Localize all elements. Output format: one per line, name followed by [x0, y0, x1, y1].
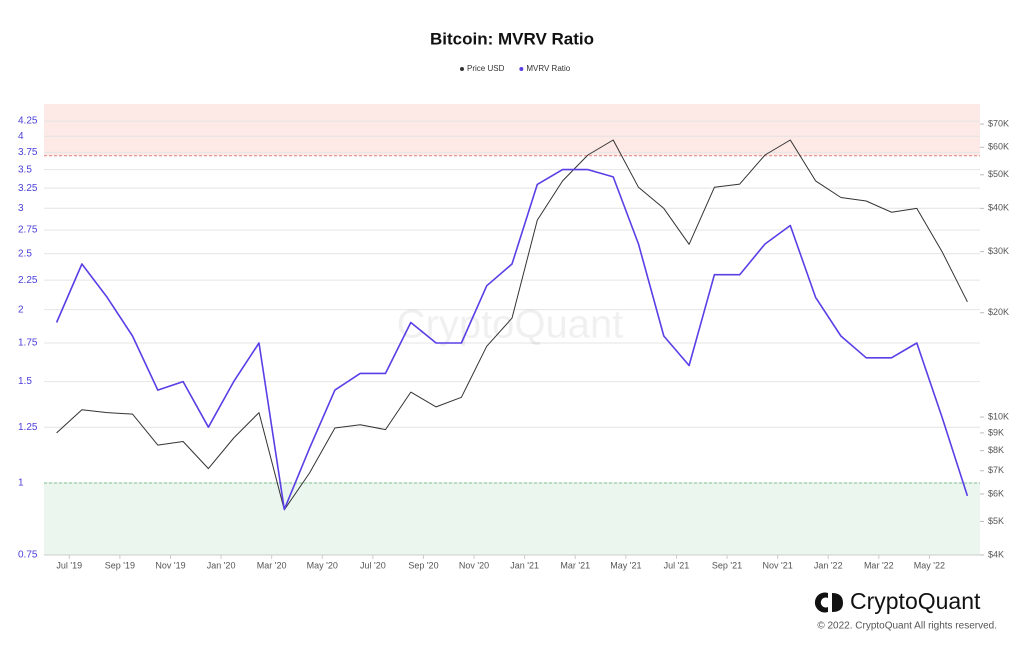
x-tick-label: Jan '21 — [510, 560, 539, 570]
legend-marker — [460, 67, 464, 71]
footer-logo: CryptoQuant — [814, 588, 981, 614]
y2-tick-label: $20K — [988, 307, 1009, 317]
y-tick-label: 1.75 — [18, 338, 38, 349]
x-tick-label: Nov '19 — [155, 560, 185, 570]
x-tick-label: Jan '20 — [207, 560, 236, 570]
legend-label: MVRV Ratio — [526, 64, 570, 73]
y-tick-label: 2.75 — [18, 225, 38, 236]
chart-title: Bitcoin: MVRV Ratio — [430, 29, 594, 48]
x-tick-label: Nov '20 — [459, 560, 489, 570]
x-tick-label: May '20 — [307, 560, 338, 570]
series-line — [55, 168, 969, 511]
y2-tick-label: $40K — [988, 203, 1009, 213]
y2-tick-label: $60K — [988, 142, 1009, 152]
y2-tick-label: $4K — [988, 549, 1004, 559]
x-tick-label: May '22 — [914, 560, 945, 570]
x-tick-label: Mar '21 — [560, 560, 590, 570]
watermark: CryptoQuant — [397, 303, 624, 347]
y-tick-label: 1.5 — [18, 376, 32, 387]
brand: CryptoQuant — [850, 588, 981, 614]
y-tick-label: 3.75 — [18, 147, 38, 158]
x-tick-label: Sep '20 — [408, 560, 438, 570]
copyright: © 2022. CryptoQuant All rights reserved. — [817, 621, 997, 632]
y-tick-label: 3.25 — [18, 183, 38, 194]
x-tick-label: Mar '22 — [864, 560, 894, 570]
series-line — [56, 139, 968, 511]
y-tick-label: 3 — [18, 203, 24, 214]
lower-band — [44, 483, 980, 555]
y-tick-label: 2 — [18, 304, 24, 315]
x-tick-label: Jul '21 — [664, 560, 690, 570]
x-tick-label: May '21 — [610, 560, 641, 570]
y-tick-label: 2.5 — [18, 248, 32, 259]
x-tick-label: Nov '21 — [763, 560, 793, 570]
y-tick-label: 1.25 — [18, 422, 38, 433]
y2-tick-label: $7K — [988, 465, 1004, 475]
y2-tick-label: $30K — [988, 246, 1009, 256]
y-tick-label: 4.25 — [18, 116, 38, 127]
x-tick-label: Sep '21 — [712, 560, 742, 570]
y2-tick-label: $10K — [988, 411, 1009, 421]
y2-tick-label: $9K — [988, 427, 1004, 437]
legend-label: Price USD — [467, 64, 505, 73]
y-tick-label: 1 — [18, 478, 24, 489]
x-tick-label: Sep '19 — [105, 560, 135, 570]
y2-tick-label: $5K — [988, 516, 1004, 526]
x-tick-label: Jul '20 — [360, 560, 386, 570]
y2-tick-label: $50K — [988, 169, 1009, 179]
legend-marker — [519, 67, 524, 71]
y2-tick-label: $70K — [988, 118, 1009, 128]
x-tick-label: Jul '19 — [56, 560, 82, 570]
y2-tick-label: $8K — [988, 445, 1004, 455]
y-tick-label: 0.75 — [18, 550, 38, 561]
logo-icon — [832, 593, 843, 612]
logo-icon — [814, 592, 828, 613]
y-tick-label: 2.25 — [18, 275, 38, 286]
upper-band — [44, 104, 980, 156]
y2-tick-label: $6K — [988, 488, 1004, 498]
x-tick-label: Jan '22 — [814, 560, 843, 570]
y-tick-label: 4 — [18, 131, 24, 142]
x-tick-label: Mar '20 — [257, 560, 287, 570]
y-tick-label: 3.5 — [18, 164, 32, 175]
